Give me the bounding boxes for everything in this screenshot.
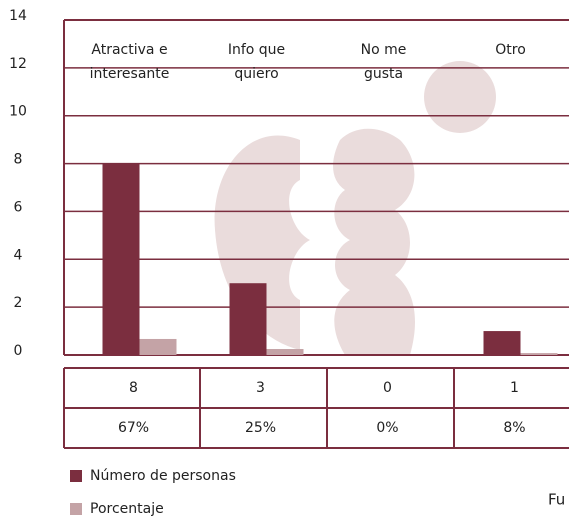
bar (520, 353, 558, 355)
y-tick-label: 2 (14, 295, 23, 311)
bar (139, 338, 177, 355)
footnote: Fu (548, 491, 565, 509)
table-cell: 67% (118, 420, 149, 436)
y-tick-label: 8 (14, 152, 23, 168)
legend-swatch (70, 503, 82, 515)
category-label: Info que quiero (228, 42, 285, 82)
table-cell: 8% (503, 420, 525, 436)
y-tick-label: 4 (14, 247, 23, 263)
bar (229, 283, 267, 355)
y-tick-label: 10 (9, 104, 27, 120)
y-tick-label: 6 (14, 199, 23, 215)
category-label: No me gusta (361, 42, 407, 82)
table-cell: 0% (376, 420, 398, 436)
table-cell: 1 (510, 380, 519, 396)
bar (102, 163, 140, 355)
table-cell: 8 (129, 380, 138, 396)
category-label: Otro (495, 42, 526, 58)
y-tick-label: 0 (14, 343, 23, 359)
legend-swatch (70, 470, 82, 482)
bar (483, 331, 521, 355)
y-tick-label: 14 (9, 8, 27, 24)
table-cell: 25% (245, 420, 276, 436)
table-cell: 0 (383, 380, 392, 396)
legend-label: Número de personas (90, 468, 236, 484)
legend-label: Porcentaje (90, 501, 164, 517)
table-cell: 3 (256, 380, 265, 396)
y-tick-label: 12 (9, 56, 27, 72)
category-label: Atractiva e interesante (90, 42, 170, 82)
bar (266, 349, 304, 355)
